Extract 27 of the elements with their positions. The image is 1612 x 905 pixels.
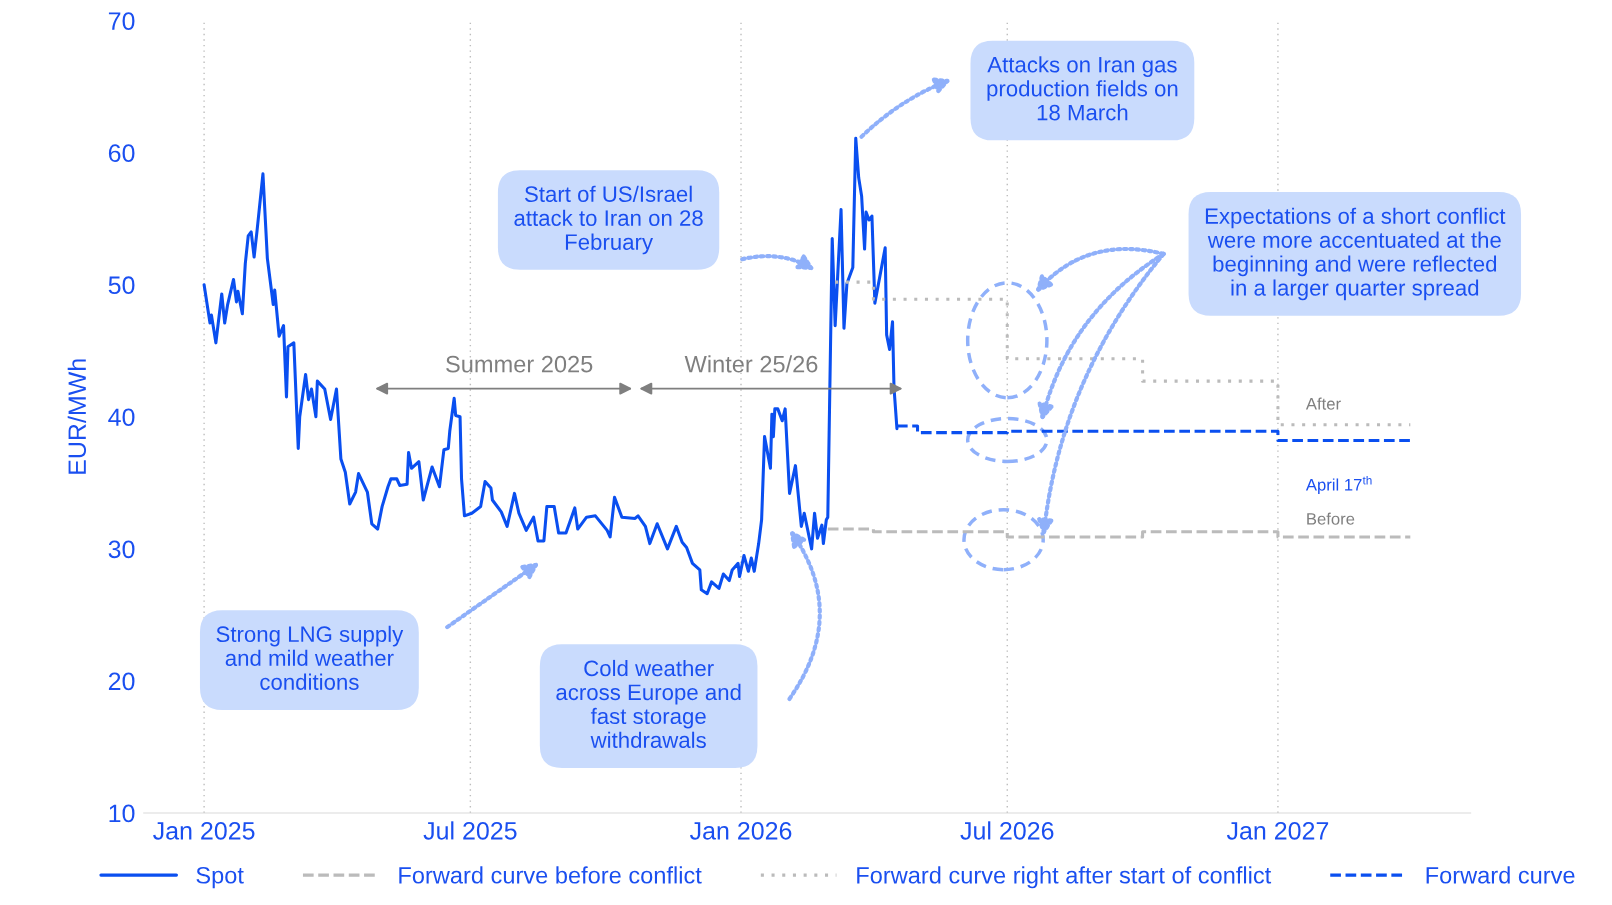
x-tick-label: Jan 2025 xyxy=(153,821,255,840)
legend-label: Forward curve before conflict xyxy=(399,866,702,884)
annotation: Cold weather across Europe and fast storage withdrawals xyxy=(556,659,741,749)
y-tick-label: 50 xyxy=(108,276,135,295)
legend-label: Spot xyxy=(196,866,244,889)
annotation: Start of US/Israel attack to Iran on 28 February xyxy=(514,185,703,255)
legend-label: Forward curve xyxy=(1426,866,1575,884)
annotation: Before xyxy=(1307,512,1355,525)
x-tick-label: Jan 2026 xyxy=(689,821,792,840)
y-tick-label: 70 xyxy=(108,12,135,30)
annotation: Winter 25/26 xyxy=(684,355,818,373)
legend-label: Forward curve right after start of conflict xyxy=(857,866,1272,889)
annotation: Expectations of a short conflict were more accentuated at the beginning and were reflected in a larger quarter spread xyxy=(1205,207,1506,301)
y-tick-label: 30 xyxy=(108,540,135,559)
x-tick-label: Jul 2025 xyxy=(423,821,517,840)
x-tick-label: Jan 2027 xyxy=(1226,821,1329,840)
y-tick-label: 10 xyxy=(109,804,135,823)
annotation: Attacks on Iran gas production fields on 18 March xyxy=(987,56,1178,121)
annotation: April 17$^{th}$ xyxy=(1305,475,1372,495)
y-tick-label: 20 xyxy=(108,672,135,691)
y-tick-label: 60 xyxy=(108,144,135,162)
annotation: After xyxy=(1305,397,1341,410)
x-tick-label: Jul 2026 xyxy=(960,821,1054,840)
y-tick-label: 40 xyxy=(108,408,135,427)
annotation: Summer 2025 xyxy=(446,355,593,373)
y-axis-title: EUR/MWh xyxy=(67,359,87,474)
annotation: Strong LNG supply and mild weather conditions xyxy=(216,625,404,690)
